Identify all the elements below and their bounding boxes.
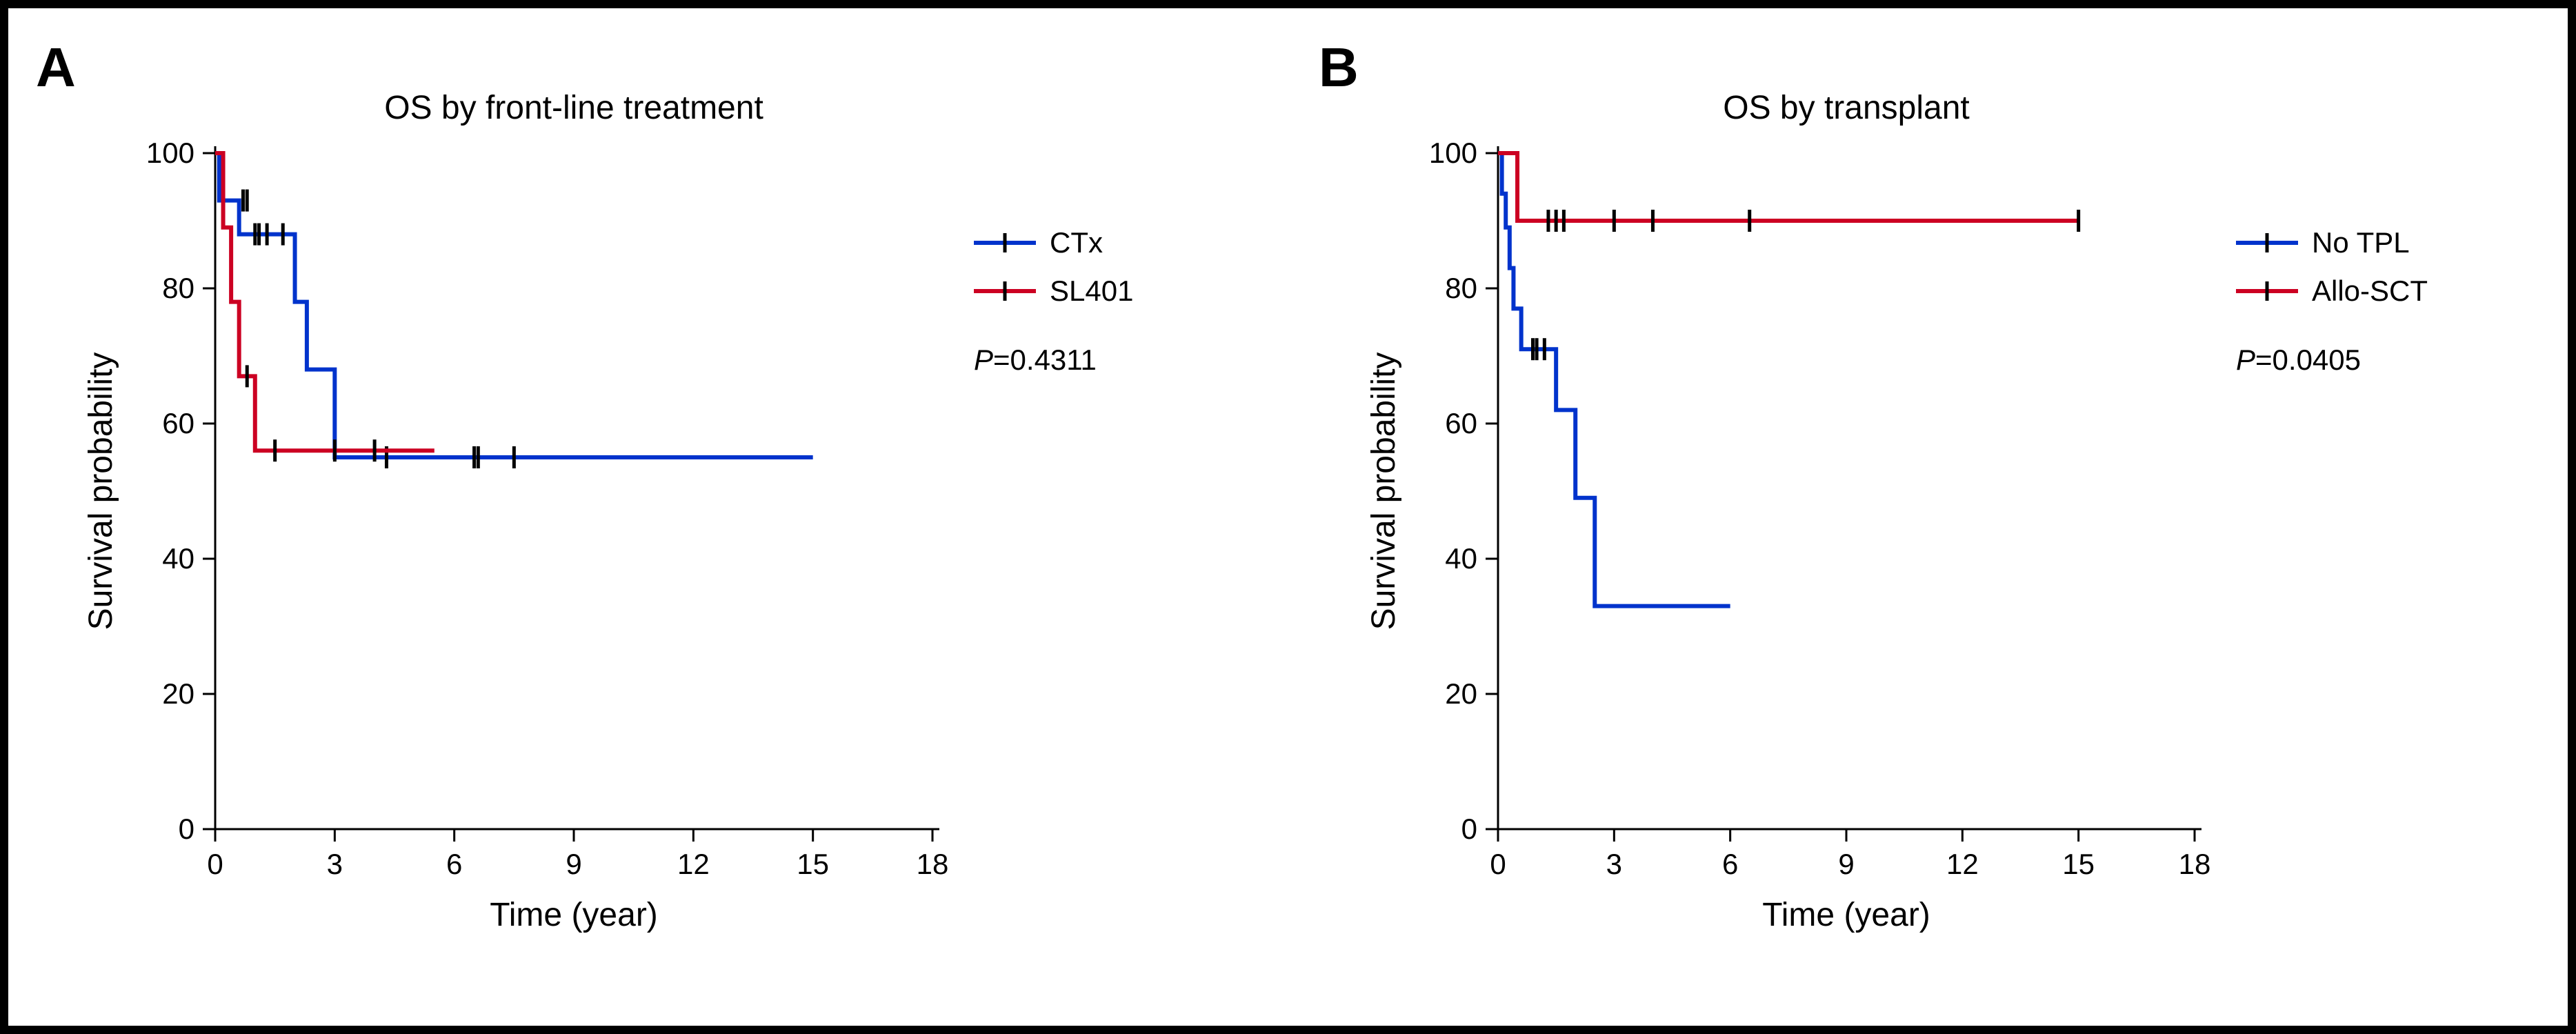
panel-b: B OS by transplant0204060801000369121518… (1319, 36, 2553, 1002)
legend-label: SL401 (1050, 275, 1133, 307)
axes (1498, 146, 2201, 829)
ytick-label: 40 (1445, 542, 1477, 575)
km-curve (1498, 153, 2079, 221)
ytick-label: 20 (162, 677, 194, 710)
ytick-label: 20 (1445, 677, 1477, 710)
ylabel: Survival probability (83, 352, 119, 630)
ytick-label: 100 (1429, 137, 1477, 169)
p-value: P=0.0405 (2236, 344, 2361, 376)
chart-title: OS by front-line treatment (384, 90, 763, 126)
legend-label: CTx (1050, 226, 1103, 259)
axes (215, 146, 939, 829)
xtick-label: 15 (797, 848, 829, 880)
xtick-label: 15 (2062, 848, 2095, 880)
xtick-label: 3 (1606, 848, 1622, 880)
ytick-label: 60 (162, 407, 194, 439)
xlabel: Time (year) (1762, 897, 1930, 933)
xtick-label: 9 (566, 848, 581, 880)
panel-a: A OS by front-line treatment020406080100… (36, 36, 1291, 1002)
xtick-label: 18 (917, 848, 949, 880)
ytick-label: 0 (179, 813, 194, 845)
ytick-label: 0 (1461, 813, 1477, 845)
legend-label: No TPL (2312, 226, 2410, 259)
xtick-label: 6 (1722, 848, 1738, 880)
legend-label: Allo-SCT (2312, 275, 2428, 307)
ylabel: Survival probability (1366, 352, 1402, 630)
xtick-label: 6 (446, 848, 462, 880)
xtick-label: 12 (1946, 848, 1979, 880)
chart-a: OS by front-line treatment 0 20 40 60 80 100 0 3… (36, 36, 1291, 1002)
ytick-label: 80 (162, 272, 194, 304)
ytick-label: 100 (146, 137, 194, 169)
p-value: P=0.4311 (974, 344, 1097, 376)
km-curve (215, 153, 813, 457)
ytick-label: 80 (1445, 272, 1477, 304)
xtick-label: 0 (207, 848, 223, 880)
chart-b: OS by transplant 0 20 40 60 80 100 0 3 6 9 12 15 18 Ti… (1319, 36, 2553, 1002)
chart-title: OS by transplant (1723, 90, 1970, 126)
xtick-label: 0 (1490, 848, 1506, 880)
xlabel: Time (year) (490, 897, 658, 933)
ytick-label: 60 (1445, 407, 1477, 439)
ytick-label: 40 (162, 542, 194, 575)
xtick-label: 9 (1838, 848, 1854, 880)
xtick-label: 12 (677, 848, 710, 880)
figure-container: A OS by front-line treatment020406080100… (0, 0, 2576, 1034)
xtick-label: 18 (2179, 848, 2211, 880)
xtick-label: 3 (327, 848, 343, 880)
